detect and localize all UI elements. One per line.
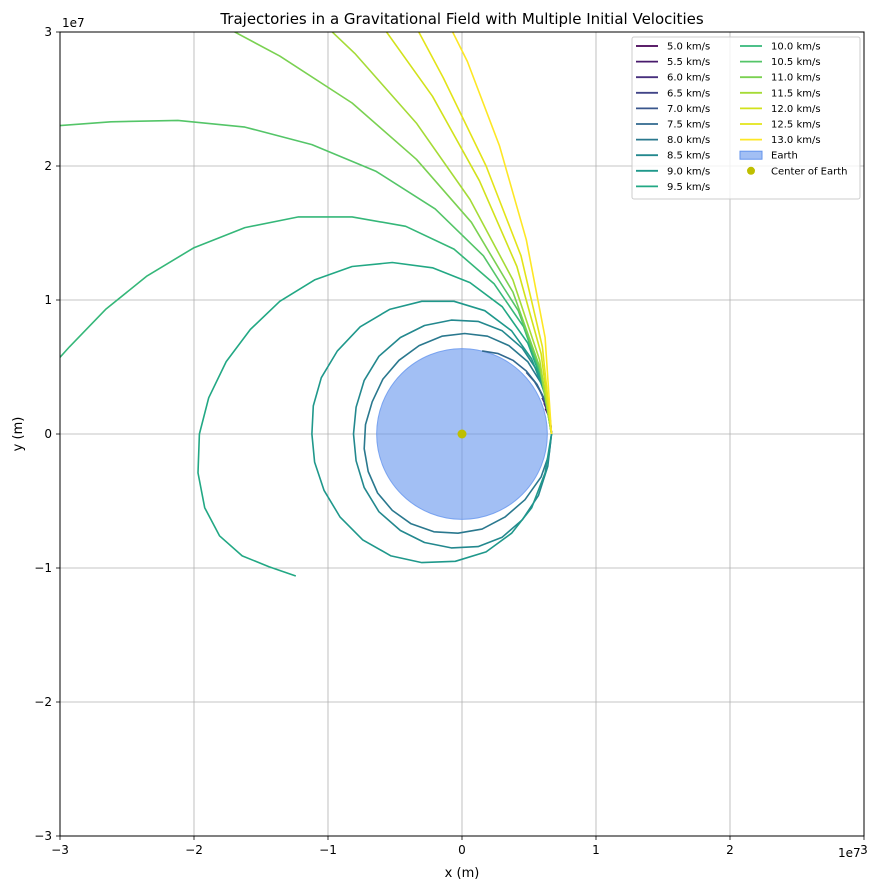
legend-label: 7.5 km/s <box>667 120 710 131</box>
y-axis-label: y (m) <box>11 417 26 452</box>
y-tick-label: −2 <box>34 695 52 709</box>
y-offset-label: 1e7 <box>62 16 85 30</box>
series-layer <box>60 32 553 577</box>
x-tick-label: 0 <box>458 843 466 857</box>
y-tick-label: 3 <box>44 25 52 39</box>
axes: −3 −2 −1 0 1 2 3 −3 −2 −1 0 1 2 3 <box>34 25 868 857</box>
y-tick-label: 0 <box>44 427 52 441</box>
legend-label: 11.0 km/s <box>771 73 821 84</box>
trajectory-10.5-kms <box>60 119 553 435</box>
legend-label: 5.5 km/s <box>667 57 710 68</box>
legend: 5.0 km/s 5.5 km/s 6.0 km/s 6.5 km/s 7.0 km/s… <box>631 36 861 200</box>
trajectory-9.0-kms <box>311 300 553 564</box>
trajectory-11.0-kms <box>233 32 553 435</box>
trajectory-8.5-kms <box>352 319 553 549</box>
legend-label: 12.0 km/s <box>771 104 821 115</box>
x-offset-label: 1e7 <box>838 846 861 860</box>
y-tick-label: −3 <box>34 829 52 843</box>
x-tick-label: −1 <box>319 843 337 857</box>
x-tick-label: 2 <box>726 843 734 857</box>
trajectory-10.0-kms <box>60 216 553 435</box>
center-of-earth-marker <box>457 429 467 439</box>
x-tick-label: 1 <box>592 843 600 857</box>
y-tick-label: 2 <box>44 159 52 173</box>
y-tick-label: −1 <box>34 561 52 575</box>
chart-title: Trajectories in a Gravitational Field wi… <box>219 10 703 28</box>
legend-box <box>631 36 861 200</box>
legend-label: 11.5 km/s <box>771 88 821 99</box>
legend-label: 5.0 km/s <box>667 42 710 53</box>
legend-label: Center of Earth <box>771 166 847 177</box>
trajectory-12.0-kms <box>385 32 553 435</box>
trajectory-11.5-kms <box>331 32 553 435</box>
legend-label: 10.5 km/s <box>771 57 821 68</box>
legend-label: 8.0 km/s <box>667 135 710 146</box>
legend-swatch <box>739 150 763 160</box>
legend-label: 6.0 km/s <box>667 73 710 84</box>
trajectory-13.0-kms <box>451 32 553 435</box>
legend-label: 10.0 km/s <box>771 42 821 53</box>
legend-swatch <box>747 166 755 175</box>
x-axis-label: x (m) <box>445 866 480 881</box>
x-tick-label: −2 <box>185 843 203 857</box>
trajectory-12.5-kms <box>417 32 553 435</box>
trajectory-8.0-kms <box>363 332 553 535</box>
x-tick-label: 3 <box>860 843 868 857</box>
marker-layer <box>457 429 467 439</box>
legend-label: 13.0 km/s <box>771 135 821 146</box>
legend-label: 7.0 km/s <box>667 104 710 115</box>
legend-label: 9.5 km/s <box>667 182 710 193</box>
legend-label: 9.0 km/s <box>667 166 710 177</box>
x-tick-label: −3 <box>51 843 69 857</box>
legend-label: 8.5 km/s <box>667 151 710 162</box>
legend-label: 12.5 km/s <box>771 120 821 131</box>
trajectory-9.5-kms <box>197 261 553 577</box>
y-tick-label: 1 <box>44 293 52 307</box>
legend-label: 6.5 km/s <box>667 88 710 99</box>
legend-label: Earth <box>771 151 798 162</box>
